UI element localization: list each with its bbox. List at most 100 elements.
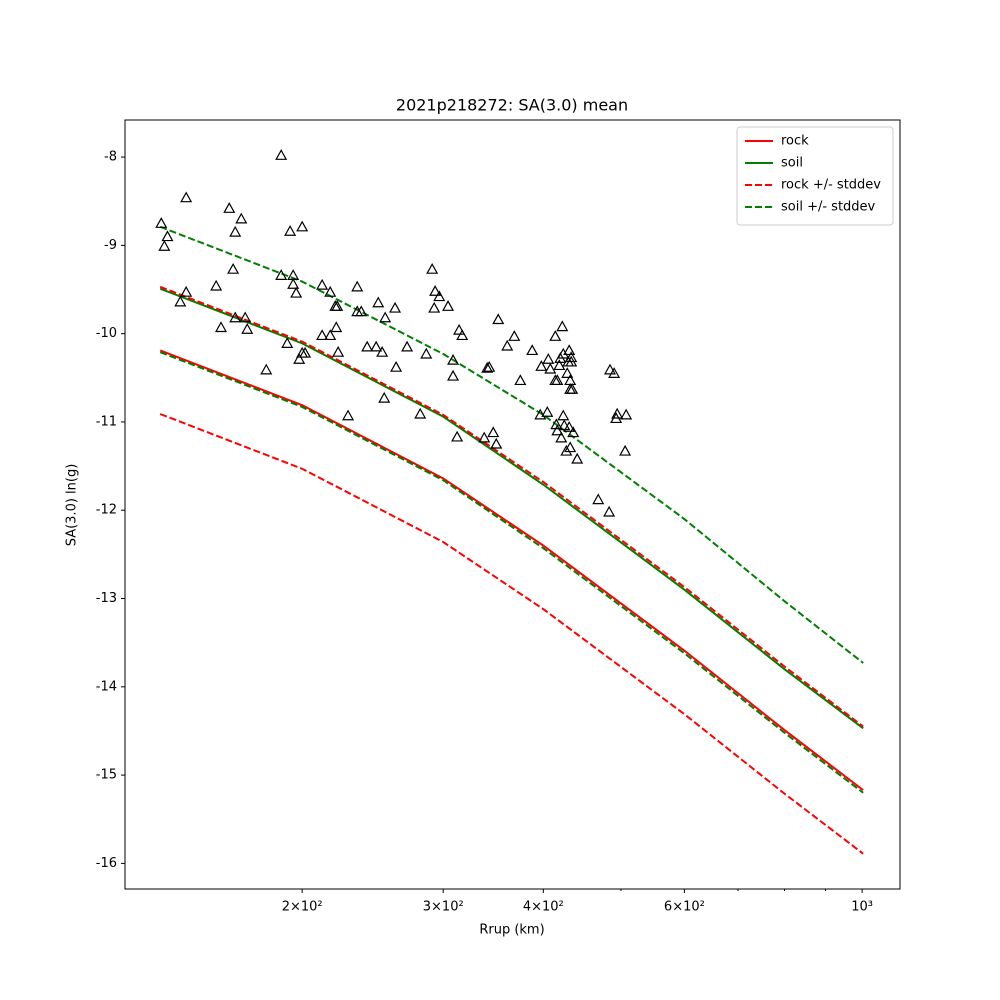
observation-marker (235, 212, 248, 224)
observation-marker (550, 418, 563, 430)
observation-marker (420, 347, 433, 359)
observation-marker (379, 311, 392, 323)
observation-marker (456, 329, 469, 341)
observation-marker (275, 149, 288, 160)
observation-marker (428, 301, 441, 313)
x-tick-label: 6×10² (664, 900, 705, 915)
observation-marker (571, 452, 584, 464)
series-line (159, 351, 864, 794)
observation-marker (541, 406, 554, 417)
observation-marker (555, 431, 568, 443)
observation-marker (401, 340, 414, 352)
legend-label: rock (781, 134, 809, 149)
observation-marker (564, 441, 577, 453)
observation-marker (324, 285, 337, 297)
observation-marker (447, 369, 460, 381)
observation-marker (492, 313, 505, 325)
observation-marker (355, 305, 368, 317)
observation-marker (376, 345, 389, 357)
observation-marker (155, 217, 168, 228)
observation-marker (390, 360, 403, 372)
y-tick-label: -12 (96, 503, 117, 518)
y-tick-label: -10 (96, 326, 117, 341)
observation-marker (316, 278, 329, 290)
x-tick-label: 10³ (851, 900, 873, 915)
observation-marker (214, 321, 228, 333)
observation-marker (180, 191, 193, 203)
observation-marker (542, 353, 555, 364)
observation-marker (299, 346, 312, 358)
observation-marker (565, 351, 578, 363)
series-line (159, 413, 864, 855)
y-tick-label: -16 (96, 856, 117, 871)
observation-marker (426, 262, 439, 274)
series-line (159, 285, 864, 728)
observation-marker (487, 426, 500, 438)
observation-marker (501, 339, 514, 351)
plot-frame (124, 119, 901, 890)
observation-marker (389, 301, 402, 313)
series-line (159, 225, 864, 664)
y-tick-label: -9 (104, 238, 117, 253)
observation-marker (351, 280, 364, 292)
observation-marker (260, 363, 273, 375)
observation-marker (158, 240, 171, 251)
observation-marker (603, 505, 616, 517)
observation-marker (293, 353, 306, 364)
observation-marker (535, 360, 548, 371)
observation-marker (227, 262, 240, 274)
observation-marker (557, 347, 570, 359)
observation-marker (567, 426, 580, 438)
series-line (159, 287, 864, 730)
observation-marker (549, 330, 562, 341)
observation-marker (284, 225, 297, 236)
x-tick-label: 2×10² (282, 900, 323, 915)
observation-marker (558, 419, 571, 431)
observation-marker (378, 391, 391, 403)
observation-marker (316, 329, 329, 341)
y-axis-label: SA(3.0) ln(g) (65, 464, 80, 547)
observation-marker (229, 225, 242, 237)
y-tick-label: -8 (104, 150, 117, 165)
observation-marker (563, 421, 576, 432)
observation-marker (290, 286, 303, 298)
observation-marker (508, 330, 521, 341)
observation-marker (560, 444, 573, 456)
observation-marker (451, 430, 464, 442)
observation-marker (553, 359, 566, 371)
legend-label: soil +/- stddev (781, 200, 876, 215)
series-line (159, 349, 864, 791)
observation-marker (287, 277, 300, 289)
x-axis-label: Rrup (km) (479, 923, 544, 938)
observation-marker (332, 345, 345, 357)
x-tick-label: 4×10² (523, 900, 564, 915)
observation-marker (342, 409, 355, 421)
observation-marker (361, 340, 374, 352)
observation-marker (481, 361, 494, 373)
observation-marker (372, 296, 385, 308)
observation-marker (210, 279, 223, 291)
observation-marker (611, 407, 624, 419)
observation-marker (281, 337, 294, 348)
observation-marker (241, 323, 254, 334)
observation-marker (514, 374, 527, 386)
observation-marker (563, 344, 576, 356)
observation-marker (566, 383, 579, 394)
y-tick-label: -14 (96, 679, 117, 694)
observation-marker (551, 424, 564, 436)
observation-marker (619, 444, 632, 456)
observation-marker (161, 230, 174, 242)
observation-marker (275, 269, 288, 280)
observation-marker (565, 355, 578, 367)
observation-marker (561, 367, 574, 378)
observation-marker (557, 409, 570, 421)
y-tick-label: -11 (96, 414, 117, 429)
observation-marker (544, 362, 557, 374)
observation-marker (239, 311, 252, 323)
observation-marker (370, 340, 383, 352)
observation-marker (490, 437, 503, 449)
observation-marker (414, 407, 427, 419)
observation-marker (429, 285, 442, 296)
legend-label: soil (781, 156, 803, 171)
observation-marker (551, 374, 564, 386)
